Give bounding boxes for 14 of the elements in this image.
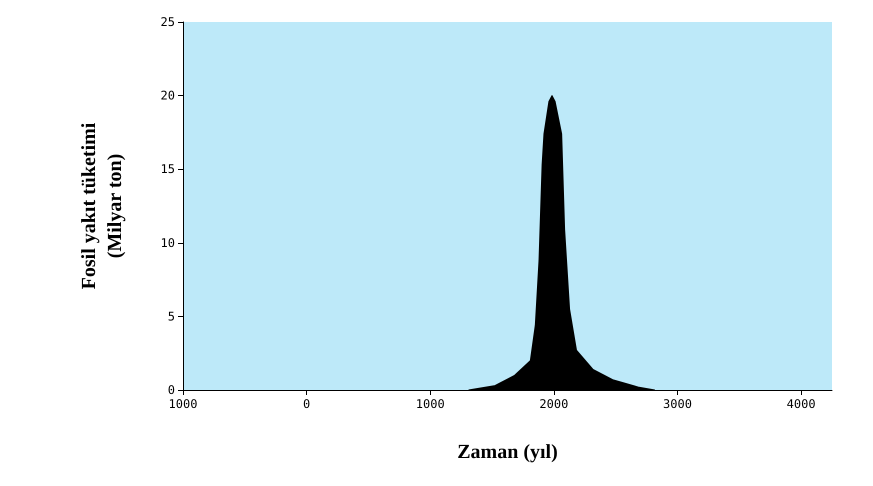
- y-axis-title: Fosil yakıt tüketimi (Milyar ton): [78, 122, 126, 290]
- y-tick-label: 10: [160, 236, 175, 250]
- x-tick-label: 1000: [168, 397, 198, 411]
- x-tick-label: 1000: [416, 397, 445, 411]
- x-axis-title: Zaman (yıl): [457, 441, 558, 463]
- y-tick-label: 5: [168, 309, 175, 324]
- y-tick-label: 15: [160, 162, 175, 176]
- x-tick-label: 2000: [539, 397, 568, 411]
- y-tick-label: 0: [168, 383, 175, 397]
- x-tick-label: 4000: [786, 397, 816, 411]
- x-tick-label: 3000: [663, 397, 692, 411]
- y-tick-label: 25: [160, 15, 175, 29]
- x-tick-label: 0: [303, 397, 310, 411]
- y-tick-label: 20: [160, 88, 175, 103]
